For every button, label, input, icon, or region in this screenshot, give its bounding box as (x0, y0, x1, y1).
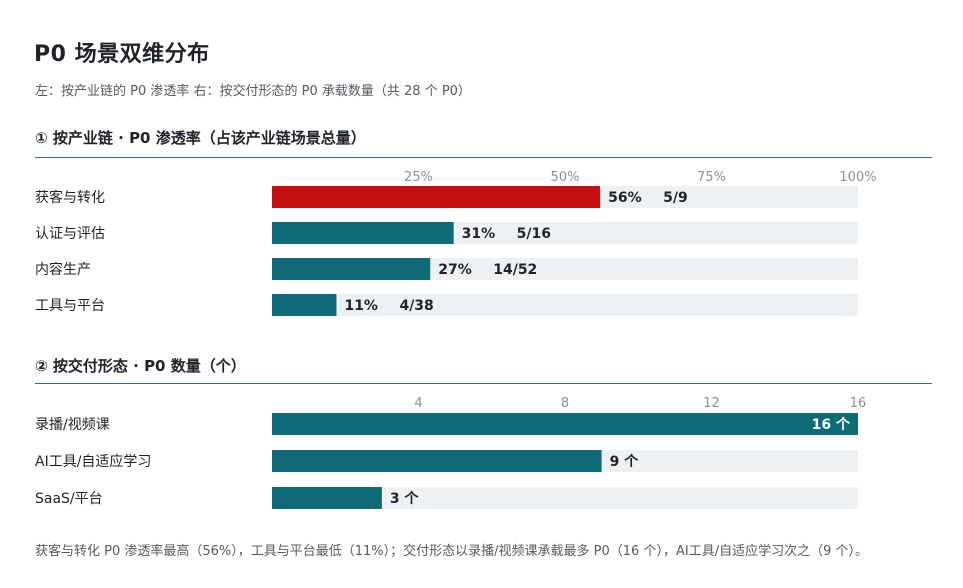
value-label: 11% (344, 298, 378, 314)
tick-label: 4 (414, 396, 422, 411)
tick-label: 16 (850, 396, 867, 411)
section-2-divider (35, 383, 932, 384)
fraction-label: 14/52 (493, 262, 537, 278)
value-label: 9 个 (610, 453, 640, 470)
bar (272, 413, 858, 435)
fraction-label: 4/38 (399, 298, 433, 314)
tick-label: 12 (703, 396, 720, 411)
value-label: 3 个 (390, 490, 420, 507)
bar (272, 258, 431, 280)
value-label: 31% (462, 226, 496, 242)
category-label: 获客与转化 (35, 189, 105, 206)
bar (272, 487, 382, 509)
category-label: 内容生产 (35, 261, 91, 278)
bar-track (272, 487, 858, 509)
section-2-title: ② 按交付形态 · P0 数量（个） (35, 357, 246, 375)
tick-label: 25% (404, 170, 433, 185)
tick-label: 75% (697, 170, 726, 185)
tick-label: 8 (561, 396, 569, 411)
category-label: AI工具/自适应学习 (35, 453, 151, 470)
bar (272, 186, 601, 208)
section-1-title: ① 按产业链 · P0 渗透率（占该产业链场景总量） (35, 129, 366, 147)
page-subtitle: 左：按产业链的 P0 渗透率 右：按交付形态的 P0 承载数量（共 28 个 P… (35, 84, 471, 99)
category-label: 认证与评估 (35, 226, 105, 242)
category-label: 工具与平台 (35, 298, 105, 314)
fraction-label: 5/16 (517, 226, 551, 242)
category-label: SaaS/平台 (35, 491, 103, 507)
tick-label: 100% (839, 170, 876, 185)
page-title: P0 场景双维分布 (34, 42, 210, 67)
value-label: 16 个 (812, 416, 851, 433)
category-label: 录播/视频课 (35, 417, 110, 433)
value-label: 56% (608, 190, 642, 206)
section-1-divider (35, 157, 932, 158)
bar (272, 222, 454, 244)
tick-label: 50% (551, 170, 580, 185)
value-label: 27% (438, 262, 472, 278)
chart-footnote: 获客与转化 P0 渗透率最高（56%），工具与平台最低（11%）；交付形态以录播… (35, 544, 868, 559)
fraction-label: 5/9 (663, 190, 688, 206)
bar-track (272, 294, 858, 316)
bar (272, 294, 337, 316)
bar (272, 450, 602, 472)
